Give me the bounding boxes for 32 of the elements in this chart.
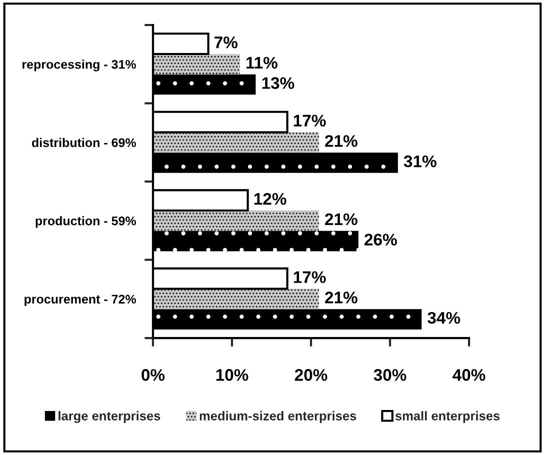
data-label: 21% — [325, 292, 358, 304]
bar — [152, 288, 319, 310]
data-label: 26% — [364, 234, 397, 246]
bar — [152, 210, 319, 231]
data-label: 21% — [325, 213, 358, 226]
x-tick-label: 0% — [142, 369, 165, 381]
bar — [152, 309, 422, 330]
y-tick-label: production - 59% — [36, 216, 136, 228]
y-tick-label: procurement - 72% — [24, 294, 136, 306]
data-label: 17% — [294, 114, 326, 127]
legend-label: large enterprises — [58, 411, 160, 424]
data-label: 13% — [262, 77, 294, 89]
data-label: 12% — [254, 193, 286, 205]
data-label: 21% — [325, 135, 358, 147]
data-label: 7% — [214, 36, 238, 48]
x-tick-label: 10% — [216, 369, 248, 381]
x-tick-label: 40% — [452, 369, 486, 381]
x-tick-label: 30% — [374, 369, 406, 381]
bar — [152, 74, 256, 95]
legend-label: medium-sized enterprises — [200, 411, 356, 423]
y-tick-label: distribution - 69% — [32, 138, 136, 148]
data-label: 11% — [246, 56, 278, 69]
data-label: 34% — [428, 312, 460, 324]
data-label: 31% — [404, 155, 436, 168]
legend-label: small enterprises — [395, 411, 500, 423]
x-tick-label: 20% — [294, 369, 328, 381]
bar — [152, 230, 358, 252]
y-tick-label: reprocessing - 31% — [22, 60, 136, 72]
bar — [152, 54, 240, 74]
data-label: 17% — [294, 271, 326, 284]
bar — [152, 152, 398, 173]
bar — [152, 132, 319, 153]
